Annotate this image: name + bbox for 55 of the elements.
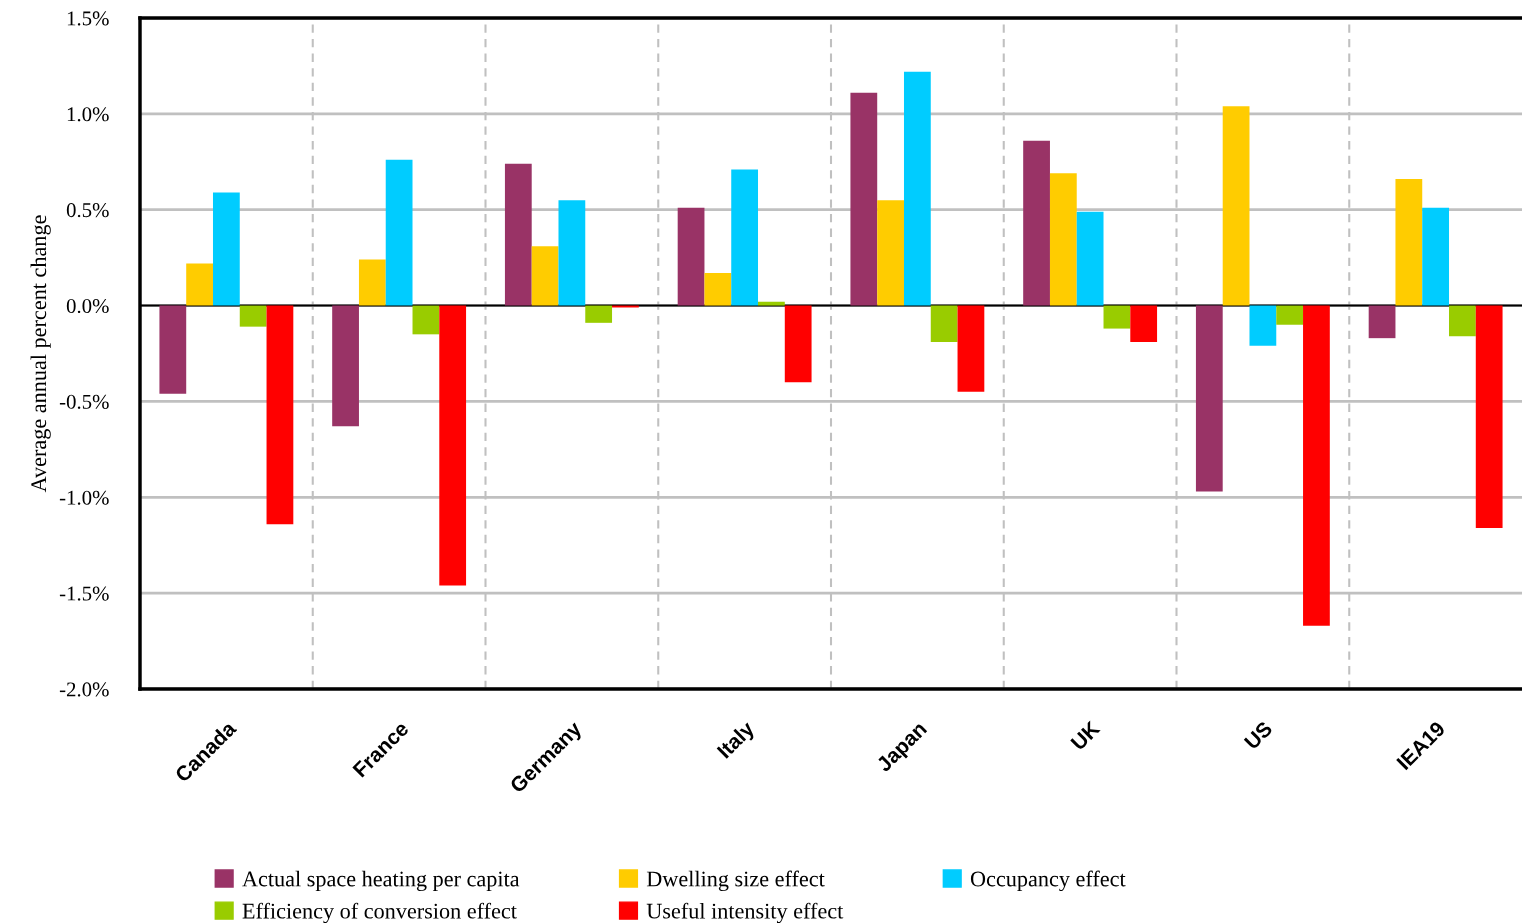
bar (531, 246, 559, 306)
x-tick-label: US (1243, 720, 1274, 750)
y-tick-label: -2.0% (59, 682, 109, 697)
legend-label: Efficiency of conversion effect (242, 902, 517, 923)
bar (585, 305, 613, 323)
bar (1422, 207, 1450, 306)
bar (358, 259, 386, 306)
bar (903, 71, 931, 306)
bar (412, 305, 440, 335)
bar (558, 200, 586, 306)
bar (784, 305, 812, 383)
bar (1276, 305, 1304, 325)
y-tick-label: 1.5% (67, 11, 109, 26)
bar (1449, 305, 1476, 337)
bar (1049, 173, 1077, 306)
bar (1103, 305, 1131, 329)
legend-label: Useful intensity effect (646, 902, 844, 923)
bar (1303, 305, 1330, 626)
y-tick-label: 0.5% (66, 203, 109, 218)
bar (850, 92, 878, 306)
bar (266, 305, 294, 525)
bar (1222, 106, 1250, 306)
x-tick-label: UK (1070, 720, 1101, 751)
bar (877, 200, 904, 306)
y-tick-label: 1.0% (67, 107, 109, 122)
y-tick-label: -1.5% (59, 586, 109, 601)
bar (1076, 211, 1104, 306)
bar (239, 305, 267, 327)
bar (1249, 305, 1277, 346)
bar (212, 192, 240, 306)
bar (1195, 305, 1223, 492)
bar (504, 163, 532, 306)
bar (957, 305, 985, 392)
legend-label: Actual space heating per capita (242, 870, 520, 892)
bar (731, 169, 759, 306)
bar (332, 305, 359, 427)
bar (1395, 179, 1423, 306)
bar (930, 305, 958, 342)
legend-label: Dwelling size effect (646, 870, 825, 892)
bar (159, 305, 187, 394)
bar (186, 263, 213, 306)
y-axis-title: Average annual percent change (30, 215, 51, 493)
bar (677, 207, 705, 306)
y-tick-label: 0.0% (66, 298, 109, 314)
bar (439, 305, 467, 586)
bar (1130, 305, 1158, 342)
bar (1368, 305, 1396, 339)
bar (704, 272, 732, 306)
y-tick-label: -1.0% (59, 490, 109, 505)
bar (758, 301, 785, 306)
legend-label: Occupancy effect (970, 870, 1126, 892)
bar (1475, 305, 1503, 528)
bar (1023, 140, 1050, 306)
y-tick-label: -0.5% (59, 394, 109, 409)
bar (385, 159, 413, 306)
